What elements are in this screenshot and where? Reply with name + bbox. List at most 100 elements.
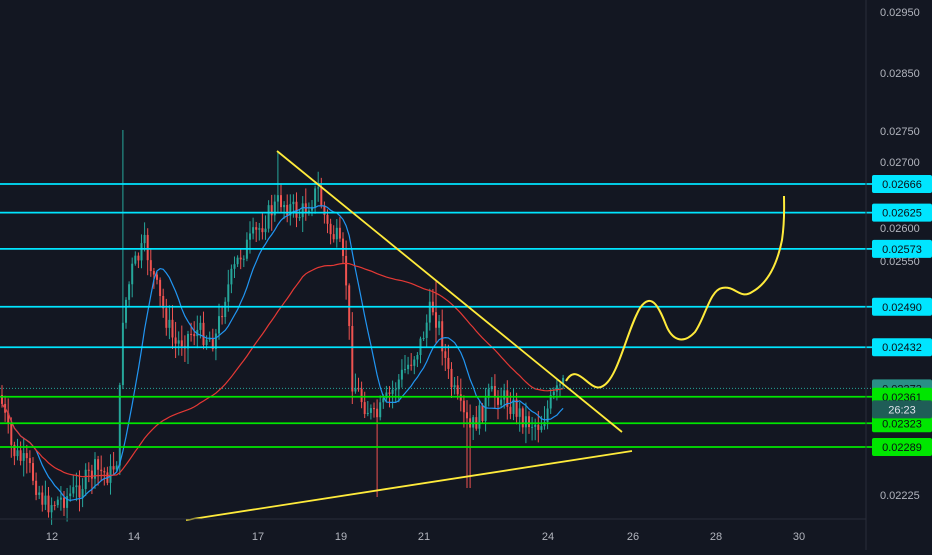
candle-body: [345, 255, 348, 286]
ascending-support-trendline[interactable]: [185, 450, 633, 521]
time-tick-label: 17: [252, 531, 264, 543]
candle-body: [32, 463, 34, 481]
candle-body: [199, 322, 202, 330]
candle-body: [69, 493, 72, 497]
candles-layer: [1, 130, 565, 525]
candle-body: [413, 359, 416, 366]
candle-body: [493, 386, 496, 397]
candle-body: [208, 337, 211, 340]
candle-body: [112, 466, 115, 470]
candle-body: [221, 316, 224, 318]
level-price-text: 0.02323: [882, 418, 922, 430]
candle-body: [267, 205, 270, 229]
candle-body: [366, 412, 369, 415]
time-tick-label: 28: [710, 531, 722, 543]
candle-body: [143, 234, 146, 244]
candle-body: [478, 405, 481, 429]
time-tick-label: 14: [128, 531, 140, 543]
drawings-layer: [185, 150, 786, 521]
time-tick-label: 12: [46, 531, 58, 543]
candle-body: [497, 396, 499, 405]
candle-body: [78, 485, 81, 498]
candle-body: [456, 385, 459, 395]
candle-body: [354, 388, 357, 392]
candle-body: [66, 496, 69, 508]
candle-body: [211, 337, 214, 350]
candle-body: [13, 444, 16, 457]
time-axis[interactable]: 12 14 17 19 21 24 26 28 30: [46, 531, 805, 543]
candle-body: [326, 214, 329, 224]
candle-body: [301, 203, 304, 218]
candle-body: [50, 505, 53, 513]
candle-body: [453, 385, 456, 388]
descending-trendline[interactable]: [276, 150, 623, 433]
candle-body: [509, 406, 512, 414]
projected-price-path[interactable]: [565, 195, 786, 389]
candle-body: [205, 339, 208, 346]
candle-body: [1, 395, 3, 404]
countdown-badge: [872, 400, 932, 419]
candle-body: [81, 489, 84, 498]
price-tick-label: 0.02600: [880, 223, 920, 235]
candle-body: [261, 228, 264, 233]
candle-body: [314, 188, 317, 207]
candle-body: [534, 424, 537, 427]
candle-body: [295, 201, 298, 218]
time-tick-label: 30: [793, 531, 805, 543]
price-tick-label: 0.02550: [880, 256, 920, 268]
level-price-text: 0.02490: [882, 302, 922, 314]
price-tick-label: 0.02950: [880, 7, 920, 19]
candle-body: [397, 379, 400, 390]
level-price-text: 0.02289: [882, 442, 922, 454]
level-price-text: 0.02573: [882, 244, 922, 256]
slow-moving-average-line: [1, 262, 564, 478]
candle-body: [286, 204, 289, 216]
candle-body: [90, 470, 93, 479]
candle-body: [391, 389, 394, 394]
candle-body: [546, 408, 549, 422]
candle-body: [487, 389, 490, 398]
candle-body: [363, 402, 366, 415]
fast-moving-average-line: [1, 205, 564, 502]
level-price-label: [872, 297, 932, 316]
candle-body: [280, 195, 282, 208]
candle-body: [239, 257, 242, 260]
candle-body: [400, 369, 403, 380]
candle-body: [376, 408, 379, 418]
levels-layer: [0, 183, 872, 448]
candle-body: [53, 505, 56, 507]
candle-body: [518, 408, 521, 417]
candle-body: [484, 397, 487, 421]
candle-body: [177, 340, 180, 344]
candle-body: [137, 255, 140, 261]
candle-body: [224, 301, 227, 318]
price-axis[interactable]: 0.02950 0.02850 0.02750 0.02700 0.02600 0.025…: [880, 7, 920, 502]
candle-body: [140, 243, 143, 261]
candle-body: [555, 385, 558, 392]
candle-body: [444, 351, 447, 358]
candle-body: [255, 227, 258, 230]
candle-body: [410, 364, 413, 366]
candle-body: [348, 285, 351, 327]
level-price-text: 0.02432: [882, 342, 922, 354]
candle-body: [103, 471, 106, 473]
candle-body: [379, 402, 382, 418]
level-labels: 0.02666 0.02625 0.02573 0.02490 0.02432 0.023…: [872, 175, 932, 456]
candle-body: [41, 492, 44, 505]
candle-body: [16, 450, 19, 457]
candle-body: [87, 469, 90, 471]
candle-body: [320, 187, 323, 206]
candle-body: [115, 465, 118, 470]
level-price-text: 0.02666: [882, 179, 922, 191]
candle-body: [125, 299, 127, 323]
candle-body: [435, 312, 437, 328]
candle-body: [298, 217, 301, 219]
candle-body: [121, 322, 124, 386]
candle-body: [75, 485, 78, 488]
time-tick-label: 26: [627, 531, 639, 543]
candle-body: [276, 195, 279, 202]
candle-body: [500, 399, 503, 405]
candle-body: [521, 408, 524, 428]
